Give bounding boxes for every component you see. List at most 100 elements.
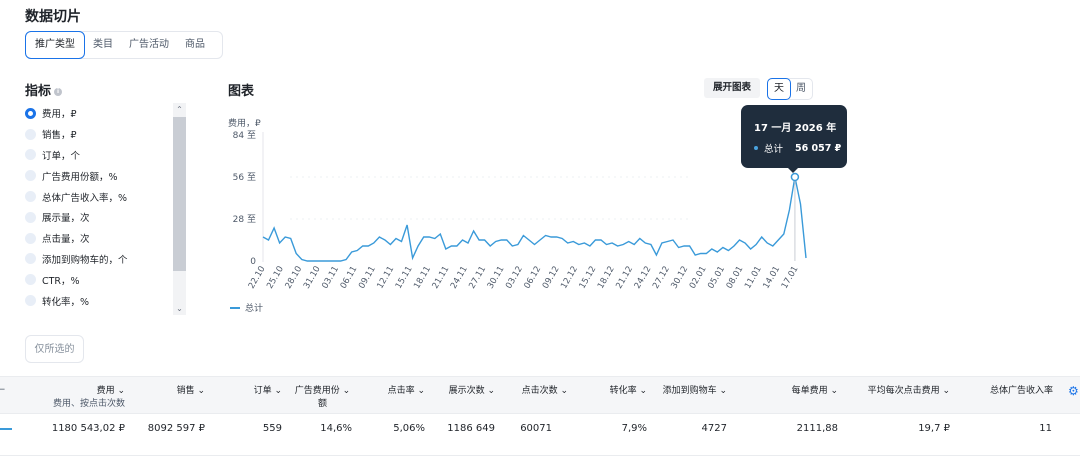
metric-label: 总体广告收入率，% [42, 192, 128, 204]
y-tick-label: 0 [250, 257, 256, 267]
series-line-total [262, 176, 807, 262]
radio-icon[interactable] [25, 170, 36, 182]
scrollbar-thumb[interactable] [173, 117, 186, 271]
metric-item[interactable]: 广告费用份额，% [25, 165, 185, 186]
radio-icon[interactable] [25, 232, 36, 244]
metric-item[interactable]: 销售，₽ [25, 124, 185, 145]
tab-campaign[interactable]: 广告活动 [129, 39, 169, 50]
x-tick-label: 06.11 [339, 265, 360, 291]
only-selected-button[interactable]: 仅所选的 [25, 335, 84, 363]
radio-icon[interactable] [25, 128, 36, 140]
chart-title: 图表 [228, 84, 255, 99]
metrics-list: 费用，₽ 销售，₽ 订单，个 广告费用份额，% 总体广告收入率，% 展示量，次 … [25, 103, 185, 315]
expand-chart-button[interactable]: 展开图表 [704, 78, 760, 98]
metric-label: 转化率，% [42, 296, 90, 308]
col-header-sales[interactable]: 销售 ⌄ [176, 386, 205, 396]
col-ad-share-label: 广告费用份 [294, 386, 340, 396]
metric-label: 点击量，次 [42, 234, 90, 246]
x-tick-label: 25.10 [265, 265, 286, 291]
cell-ad-share: 14,6% [320, 423, 352, 434]
y-tick-label: 56 至 [233, 172, 256, 183]
radio-icon[interactable] [25, 211, 36, 223]
col-header-add-to-cart[interactable]: 添加到购物车 ⌄ [662, 386, 727, 396]
scroll-down-icon[interactable]: ⌄ [176, 304, 183, 313]
x-tick-label: 12.12 [559, 265, 580, 291]
tab-category[interactable]: 类目 [93, 39, 113, 50]
radio-selected-icon[interactable] [25, 107, 36, 119]
metric-item[interactable]: 点击量，次 [25, 228, 185, 249]
col-impressions-label: 展示次数 [448, 386, 485, 396]
col-header-ctr[interactable]: 点击率 ⌄ [387, 386, 425, 396]
line-chart[interactable]: 费用，₽ 84 至56 至28 至0 22.1025.1028.1031.100… [220, 112, 820, 322]
tab-promotion-type[interactable]: 推广类型 [25, 31, 85, 59]
tab-product[interactable]: 商品 [185, 39, 205, 50]
metric-item[interactable]: 转化率，% [25, 290, 185, 311]
tooltip-label: 总计 [764, 144, 784, 155]
x-tick-label: 22.10 [247, 265, 268, 291]
col-header-total-roas[interactable]: 总体广告收入率 [990, 383, 1060, 396]
radio-icon[interactable] [25, 274, 36, 286]
cell-orders: 559 [262, 423, 282, 434]
cell-cost-per-order: 2111,88 [796, 423, 838, 434]
col-header-impressions[interactable]: 展示次数 ⌄ [448, 386, 495, 396]
metrics-title: 指标 i [25, 80, 63, 99]
col-total-roas-label: 总体广告收入率 [990, 386, 1054, 396]
metric-item[interactable]: 总体广告收入率，% [25, 186, 185, 207]
col-header-cost-per-order[interactable]: 每单费用 ⌄ [791, 386, 838, 396]
col-cost-label: 费用 [96, 386, 115, 396]
radio-icon[interactable] [25, 253, 36, 265]
col-header-clicks[interactable]: 点击次数 ⌄ [521, 386, 568, 396]
x-tick-label: 12.11 [375, 265, 396, 291]
x-tick-label: 27.12 [651, 265, 672, 291]
col-cost-sublabel: 费用、按点击次数 [52, 399, 125, 409]
gear-icon[interactable]: ⚙ [1068, 384, 1079, 398]
col-header-avg-cpc[interactable]: 平均每次点击费用 ⌄ [867, 386, 950, 396]
metric-item[interactable]: 费用，₽ [25, 103, 185, 124]
x-tick-label: 14.01 [761, 265, 782, 291]
x-tick-label: 05.01 [706, 265, 727, 291]
granularity-toggle: 天 周 [767, 78, 813, 100]
metric-item[interactable]: 订单，个 [25, 145, 185, 166]
x-tick-label: 15.11 [394, 265, 415, 291]
hover-point [790, 172, 800, 182]
x-tick-label: 24.11 [449, 265, 470, 291]
col-header-ad-share[interactable]: 广告费用份 ⌄ 额 [290, 383, 355, 409]
x-tick-label: 08.01 [725, 265, 746, 291]
collapse-icon[interactable]: − [0, 385, 6, 395]
x-tick-label: 27.11 [467, 265, 488, 291]
toggle-week[interactable]: 周 [796, 83, 806, 94]
row-divider [0, 455, 1080, 456]
x-tick-label: 02.01 [688, 265, 709, 291]
col-header-cost[interactable]: 费用 ⌄ 费用、按点击次数 [40, 383, 125, 409]
col-header-orders[interactable]: 订单 ⌄ [253, 386, 282, 396]
cell-ctr: 5,06% [393, 423, 425, 434]
radio-icon[interactable] [25, 295, 36, 307]
x-tick-label: 21.11 [431, 265, 452, 291]
metric-label: 费用，₽ [42, 109, 77, 121]
x-tick-label: 30.11 [486, 265, 507, 291]
col-ctr-label: 点击率 [387, 386, 415, 396]
cell-avg-cpc: 19,7 ₽ [918, 423, 950, 434]
chart-tooltip: 17 一月 2026 年 总计 56 057 ₽ [741, 105, 847, 168]
x-tick-label: 31.10 [302, 265, 323, 291]
col-clicks-label: 点击次数 [521, 386, 558, 396]
scroll-up-icon[interactable]: ⌃ [176, 105, 183, 114]
cell-clicks: 60071 [520, 423, 552, 434]
tooltip-date: 17 一月 2026 年 [754, 123, 837, 134]
metric-item[interactable]: 展示量，次 [25, 207, 185, 228]
radio-icon[interactable] [25, 149, 36, 161]
cell-impressions: 1186 649 [447, 423, 495, 434]
col-orders-label: 订单 [253, 386, 272, 396]
col-header-conversion[interactable]: 转化率 ⌄ [609, 386, 647, 396]
toggle-day[interactable]: 天 [767, 78, 791, 100]
cell-cost: 1180 543,02 ₽ [51, 423, 125, 434]
metric-label: CTR，% [42, 275, 80, 287]
radio-icon[interactable] [25, 191, 36, 203]
metric-item[interactable]: 添加到购物车的，个 [25, 249, 185, 270]
tooltip-value: 56 057 ₽ [795, 142, 842, 154]
tooltip-series-dot [754, 146, 758, 150]
col-sales-label: 销售 [176, 386, 195, 396]
metric-item[interactable]: CTR，% [25, 269, 185, 290]
page-title: 数据切片 [25, 9, 81, 25]
info-icon[interactable]: i [54, 87, 63, 96]
